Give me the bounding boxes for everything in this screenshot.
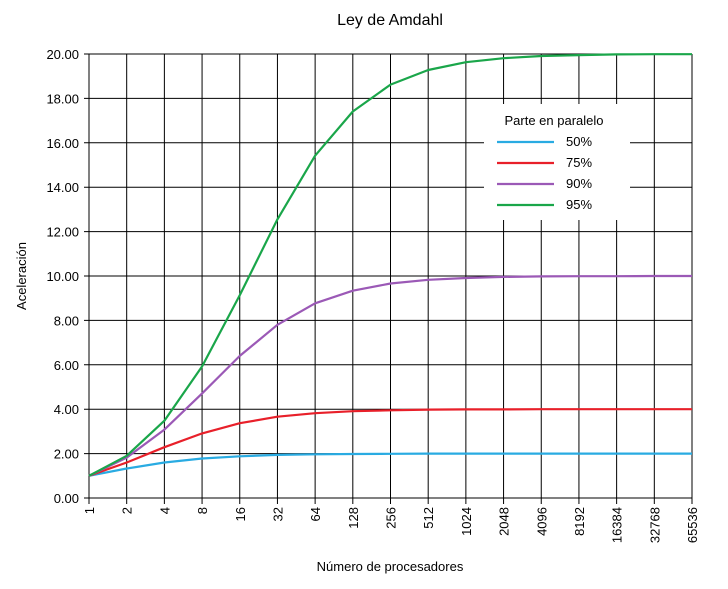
x-tick-label: 128: [346, 507, 361, 529]
y-tick-label: 14.00: [46, 180, 79, 195]
y-tick-label: 18.00: [46, 91, 79, 106]
series-line-90pct: [88, 274, 692, 477]
series-line-95pct: [88, 53, 692, 477]
x-tick-label: 1: [82, 507, 97, 514]
y-tick-label: 8.00: [54, 313, 79, 328]
y-tick-label: 2.00: [54, 447, 79, 462]
x-tick-label: 8: [195, 507, 210, 514]
x-tick-label: 32: [270, 507, 285, 521]
x-tick-label: 2: [120, 507, 135, 514]
x-tick-label: 1024: [459, 507, 474, 536]
y-tick-label: 6.00: [54, 358, 79, 373]
legend-label: 90%: [566, 176, 592, 191]
x-tick-label: 256: [384, 507, 399, 529]
y-tick-label: 10.00: [46, 269, 79, 284]
x-tick-label: 512: [421, 507, 436, 529]
y-tick-label: 4.00: [54, 402, 79, 417]
y-tick-label: 12.00: [46, 225, 79, 240]
x-tick-label: 65536: [685, 507, 700, 543]
chart-title: Ley de Amdahl: [337, 12, 443, 29]
y-tick-label: 20.00: [46, 47, 79, 62]
series-lines: [88, 53, 692, 477]
x-tick-label: 4: [157, 507, 172, 514]
series-line-50pct: [88, 452, 692, 477]
x-axis-ticks: 1 2 4 8 16 32 64 128 256 512 1024 2048 4096 8192 16384…: [82, 507, 700, 543]
y-axis-ticks: 0.00 2.00 4.00 6.00 8.00 10.00 12.00 14.00 16.00…: [46, 47, 79, 506]
x-tick-label: 16384: [610, 507, 625, 543]
x-tick-label: 16: [233, 507, 248, 521]
legend: Parte en paralelo 50% 75% 90% 95%: [484, 104, 630, 220]
legend-label: 75%: [566, 155, 592, 170]
legend-label: 50%: [566, 134, 592, 149]
x-tick-label: 32768: [647, 507, 662, 543]
x-tick-label: 2048: [497, 507, 512, 536]
x-tick-label: 4096: [534, 507, 549, 536]
legend-items: 50% 75% 90% 95%: [497, 134, 592, 212]
x-tick-label: 8192: [572, 507, 587, 536]
legend-label: 95%: [566, 197, 592, 212]
legend-title: Parte en paralelo: [504, 113, 603, 128]
y-tick-label: 0.00: [54, 491, 79, 506]
y-axis-title: Aceleración: [14, 242, 29, 310]
x-tick-label: 64: [308, 507, 323, 521]
y-tick-label: 16.00: [46, 136, 79, 151]
series-line-75pct: [88, 408, 692, 477]
x-axis-title: Número de procesadores: [317, 559, 464, 574]
